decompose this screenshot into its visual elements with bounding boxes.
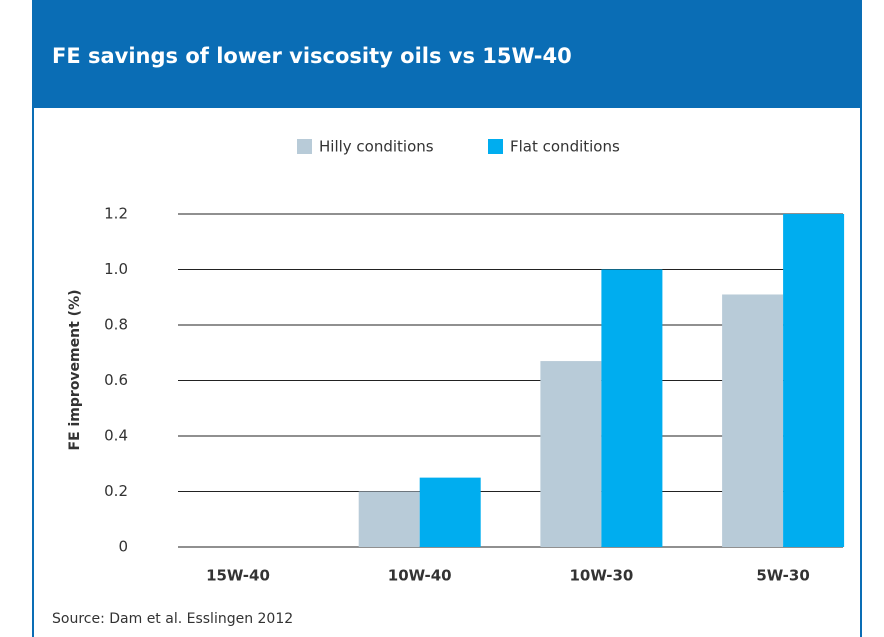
x-tick-label: 15W-40 bbox=[206, 567, 270, 585]
x-tick-label: 5W-30 bbox=[756, 567, 809, 585]
chart-title: FE savings of lower viscosity oils vs 15… bbox=[52, 44, 572, 68]
bar bbox=[540, 361, 602, 547]
legend-swatch bbox=[488, 139, 503, 154]
bar bbox=[601, 269, 663, 547]
bar bbox=[419, 477, 481, 547]
y-tick-label: 0 bbox=[118, 538, 128, 556]
y-axis-label: FE improvement (%) bbox=[67, 290, 83, 451]
x-tick-label: 10W-40 bbox=[388, 567, 452, 585]
y-tick-label: 0.8 bbox=[104, 316, 128, 334]
source-note: Source: Dam et al. Esslingen 2012 bbox=[52, 611, 293, 627]
bar bbox=[722, 294, 784, 547]
legend-swatch bbox=[297, 139, 312, 154]
y-tick-label: 1.0 bbox=[104, 260, 128, 278]
bar bbox=[783, 214, 845, 547]
x-tick-label: 10W-30 bbox=[569, 567, 633, 585]
y-tick-label: 0.2 bbox=[104, 482, 128, 500]
legend-label: Flat conditions bbox=[510, 138, 620, 156]
header-band bbox=[32, 0, 862, 108]
y-tick-label: 1.2 bbox=[104, 205, 128, 223]
y-tick-label: 0.6 bbox=[104, 371, 128, 389]
legend-label: Hilly conditions bbox=[319, 138, 434, 156]
bar bbox=[358, 491, 420, 547]
y-tick-label: 0.4 bbox=[104, 427, 128, 445]
